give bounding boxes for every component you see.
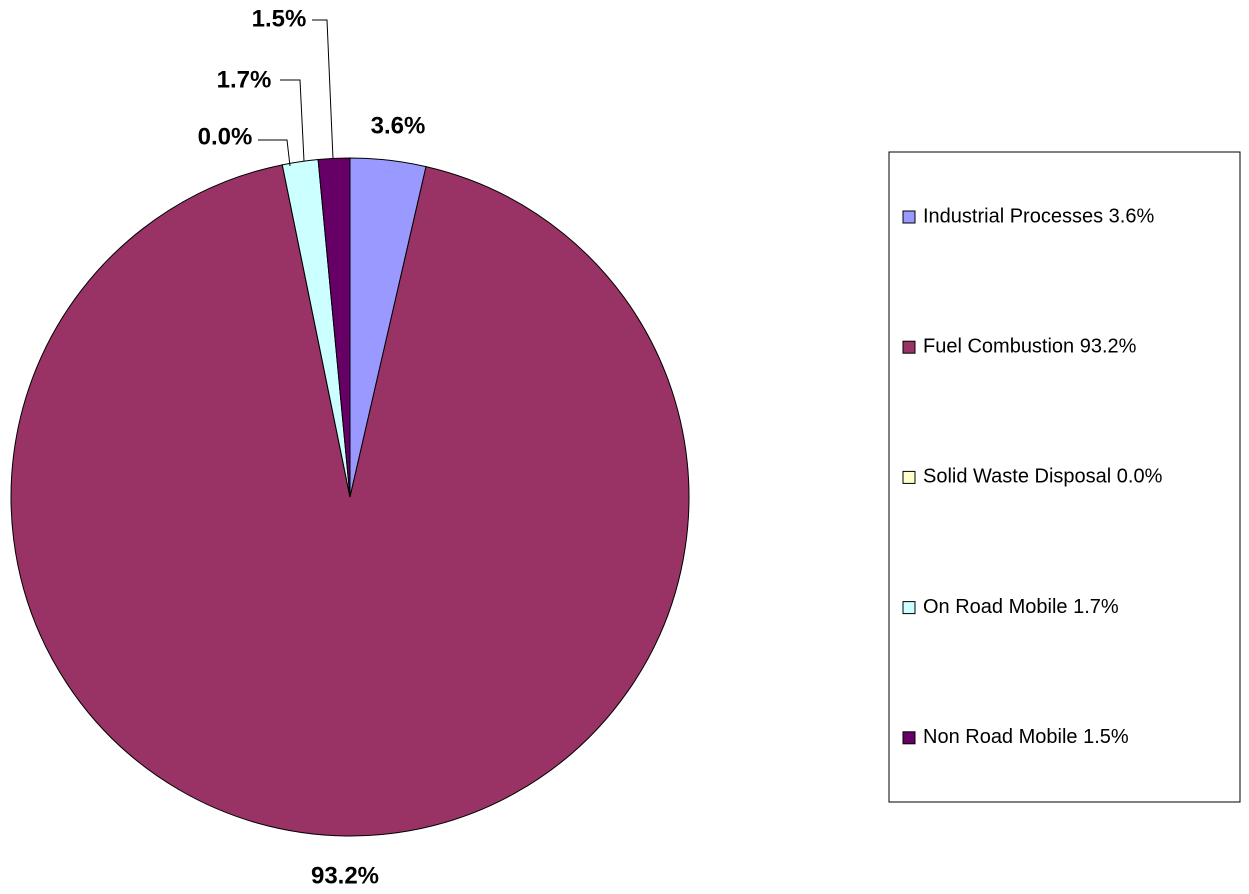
data-label: 1.7% — [217, 66, 272, 93]
data-label: 0.0% — [198, 123, 253, 150]
leader-line — [280, 79, 305, 162]
legend-swatch — [902, 210, 916, 224]
legend-label: Industrial Processes 3.6% — [923, 205, 1154, 227]
legend-box — [888, 151, 1241, 803]
legend-label: On Road Mobile 1.7% — [923, 596, 1119, 618]
legend-swatch — [902, 340, 916, 354]
legend-label: Non Road Mobile 1.5% — [923, 726, 1129, 748]
legend-label: Fuel Combustion 93.2% — [923, 335, 1137, 357]
legend-swatch — [902, 601, 916, 615]
leader-line — [258, 139, 291, 167]
legend-label: Solid Waste Disposal 0.0% — [923, 466, 1163, 488]
leader-line — [312, 19, 334, 160]
legend-swatch — [902, 470, 916, 484]
data-label: 1.5% — [252, 5, 307, 32]
pie-slice — [317, 157, 351, 498]
pie-slice — [10, 164, 690, 837]
legend-swatch — [902, 731, 916, 745]
data-label: 93.2% — [311, 862, 379, 889]
data-label: 3.6% — [371, 112, 426, 139]
